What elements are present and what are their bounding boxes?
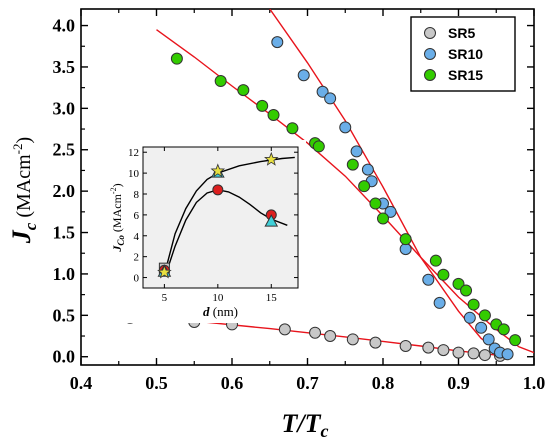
legend-marker-sr10 — [424, 48, 436, 60]
point-sr5 — [437, 344, 450, 357]
point-sr5 — [346, 333, 359, 346]
y-tick-label: 3.5 — [53, 57, 76, 77]
point-sr15 — [346, 158, 359, 171]
point-sr5 — [478, 349, 491, 362]
inset-y-tick-label: 10 — [128, 168, 140, 180]
main-plot: 0.4 0.5 0.6 0.7 0.8 0.9 1.0 0.0 0.5 1.0 1.5 2.0 2.5 3… — [53, 8, 546, 393]
point-sr15 — [312, 140, 325, 153]
x-tick-label: 0.4 — [70, 373, 93, 393]
inset-point-circle — [212, 184, 224, 196]
point-sr15 — [497, 323, 510, 336]
point-sr5 — [309, 326, 322, 339]
legend-label-sr5: SR5 — [448, 25, 475, 41]
plot-area — [103, 9, 534, 362]
point-sr10 — [324, 92, 337, 105]
y-tick-label: 2.5 — [53, 140, 76, 160]
y-tick-label: 0.5 — [53, 305, 76, 325]
point-sr5 — [278, 323, 291, 336]
point-sr10 — [350, 145, 363, 158]
y-tick-label: 0.0 — [53, 347, 76, 367]
point-sr15 — [214, 75, 227, 88]
inset-x-axis-label: d (nm) — [203, 304, 238, 319]
point-sr15 — [460, 284, 473, 297]
point-sr15 — [286, 122, 299, 135]
y-tick-label: 2.0 — [53, 181, 76, 201]
x-tick-label: 0.6 — [221, 373, 244, 393]
inset-point-star — [264, 151, 279, 166]
point-sr10 — [482, 333, 495, 346]
inset-x-tick-label: 5 — [162, 292, 168, 304]
point-sr5 — [369, 336, 382, 349]
x-tick-label: 0.7 — [296, 373, 319, 393]
point-sr5 — [422, 341, 435, 354]
point-sr15 — [358, 180, 371, 193]
inset-point-star — [210, 163, 226, 178]
point-sr10 — [501, 348, 514, 361]
y-tick-label: 4.0 — [53, 16, 76, 36]
legend-marker-sr5 — [424, 27, 436, 39]
point-sr10 — [384, 205, 397, 218]
point-sr5 — [467, 347, 480, 360]
fit-line-sr10 — [269, 9, 505, 355]
point-sr10 — [399, 243, 412, 256]
point-sr5 — [324, 330, 337, 343]
point-sr10 — [339, 121, 352, 134]
point-sr10 — [297, 69, 310, 82]
point-sr10 — [433, 296, 446, 309]
axis-labels: T/Tc Jc (MAcm-2) — [7, 137, 329, 441]
point-sr15 — [369, 197, 382, 210]
point-sr15 — [467, 298, 480, 311]
legend: SR5 SR10 SR15 — [410, 16, 516, 92]
inset-y-tick-label: 0 — [134, 273, 140, 285]
point-sr15 — [267, 108, 280, 121]
inset-point-triangle — [264, 214, 279, 227]
point-sr10 — [271, 36, 284, 49]
point-sr15 — [452, 277, 465, 290]
inset-y-tick-label: 4 — [134, 231, 140, 243]
point-sr15 — [437, 268, 450, 281]
y-tick-label: 3.0 — [53, 98, 76, 118]
point-sr15 — [509, 334, 522, 347]
inset-x-tick-label: 15 — [266, 292, 278, 304]
x-tick-label: 0.8 — [372, 373, 395, 393]
point-sr5 — [399, 339, 412, 352]
x-tick-label: 0.9 — [447, 373, 470, 393]
inset-y-tick-label: 12 — [128, 147, 139, 159]
inset-x-tick-label: 10 — [212, 292, 224, 304]
point-sr10 — [422, 273, 435, 286]
inset-y-tick-label: 8 — [134, 189, 140, 201]
inset-y-tick-label: 2 — [134, 252, 140, 264]
inset-plot: 5 10 15 0 2 4 6 8 10 12 d (nm) JCo (MAcm-2) — [101, 140, 306, 323]
inset-point-star — [157, 264, 172, 279]
y-tick-label: 1.0 — [53, 264, 76, 284]
inset-y-axis-label: JCo (MAcm-2) — [109, 183, 126, 252]
point-sr15 — [429, 254, 442, 267]
y-tick-label: 1.5 — [53, 223, 76, 243]
legend-marker-sr15 — [424, 69, 436, 81]
legend-label-sr10: SR10 — [448, 46, 483, 62]
x-axis-label: T/Tc — [282, 409, 329, 441]
point-sr10 — [475, 321, 488, 334]
point-sr15 — [377, 212, 389, 225]
point-sr5 — [452, 346, 465, 359]
point-sr15 — [256, 99, 269, 112]
point-sr15 — [478, 309, 491, 322]
x-tick-label: 1.0 — [523, 373, 546, 393]
point-sr10 — [361, 163, 374, 176]
point-sr15 — [170, 52, 183, 65]
x-tick-label: 0.5 — [145, 373, 168, 393]
legend-label-sr15: SR15 — [448, 67, 483, 83]
point-sr10 — [463, 311, 476, 324]
point-sr15 — [237, 84, 250, 97]
y-axis-label: Jc (MAcm-2) — [7, 137, 40, 244]
inset-y-tick-label: 6 — [134, 210, 140, 222]
point-sr15 — [399, 233, 412, 246]
point-sr10 — [316, 85, 329, 98]
